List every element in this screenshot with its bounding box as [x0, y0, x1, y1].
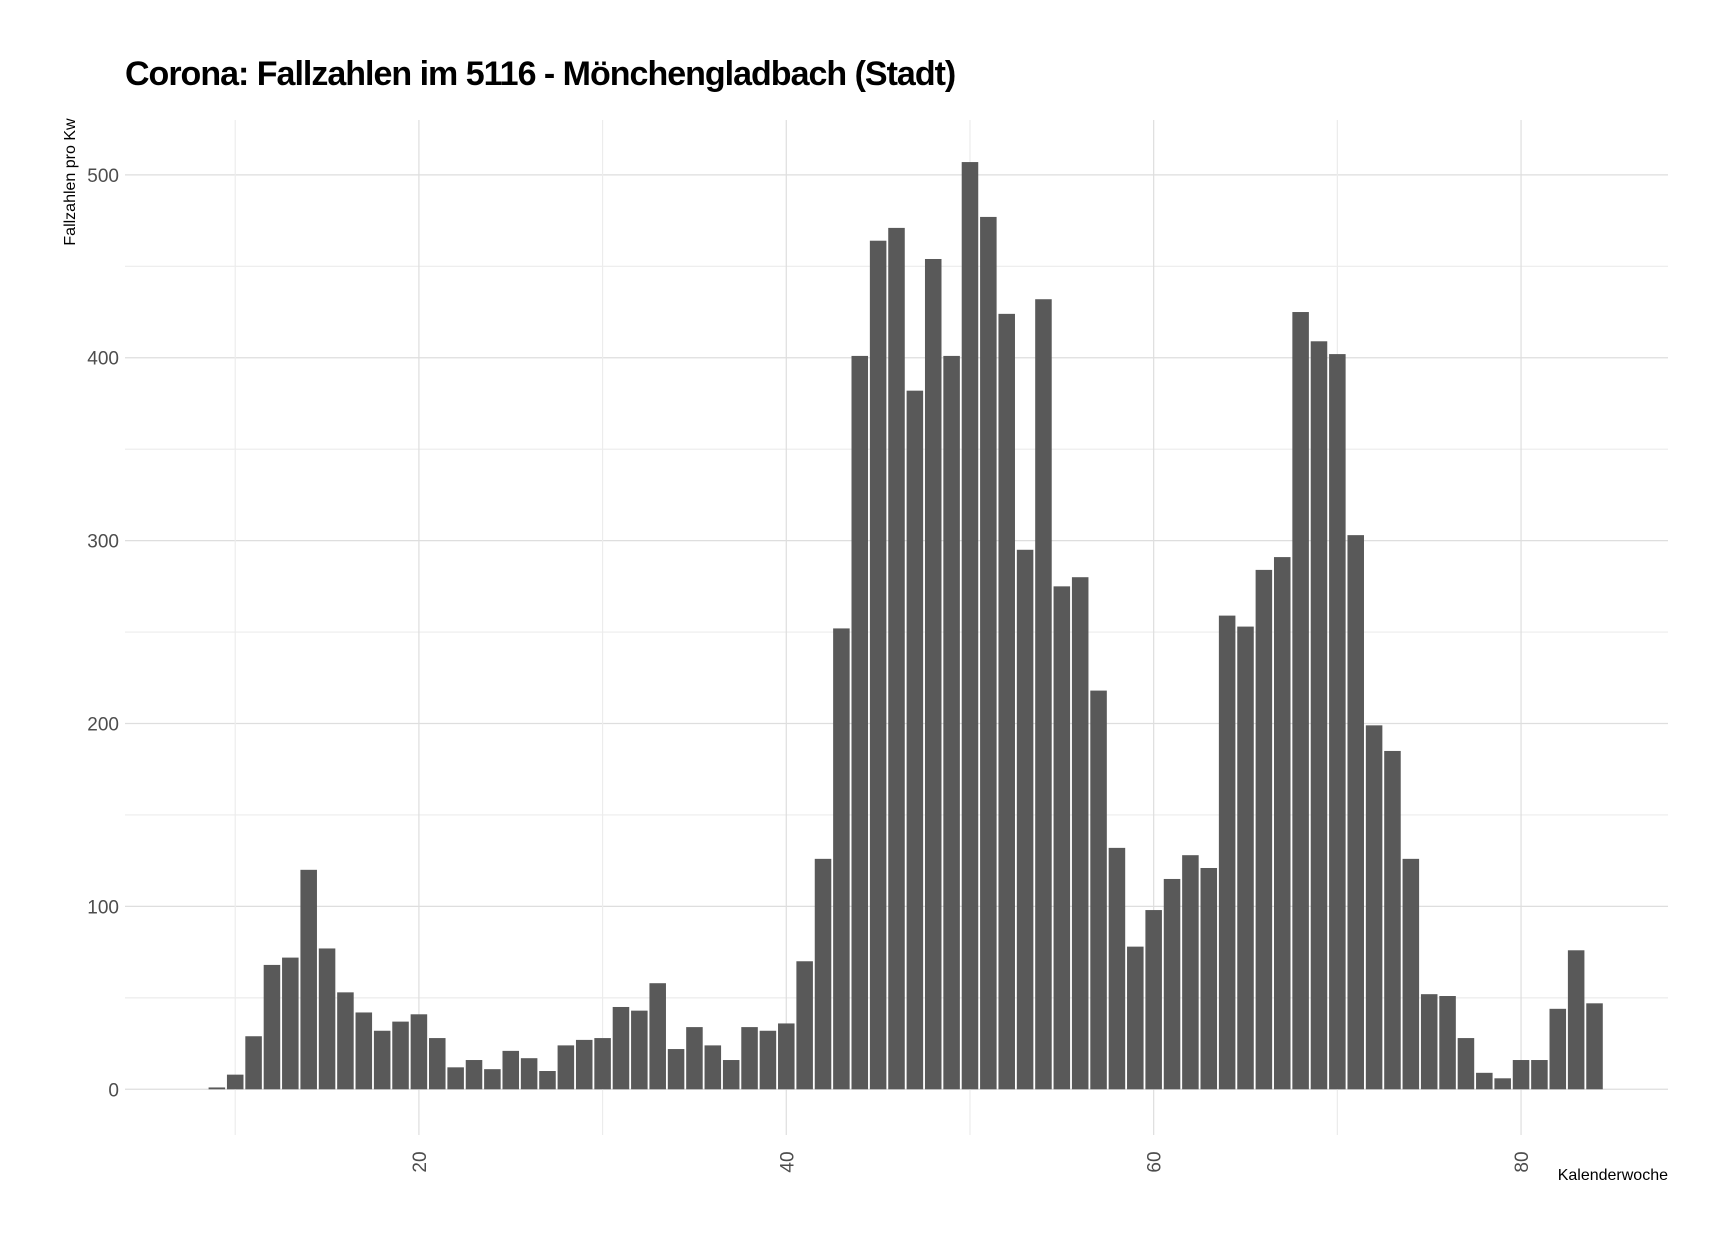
bar-week-32	[631, 1010, 648, 1090]
y-tick-label: 500	[87, 166, 119, 187]
bar-week-55	[1053, 586, 1071, 1090]
bar-week-73	[1384, 750, 1401, 1090]
bars	[208, 162, 1603, 1090]
bar-week-11	[245, 1036, 262, 1090]
bar-week-34	[667, 1049, 685, 1090]
bar-week-48	[924, 258, 942, 1090]
bar-week-63	[1200, 867, 1218, 1090]
bar-week-27	[539, 1070, 556, 1090]
bar-week-83	[1567, 950, 1585, 1090]
bar-week-77	[1457, 1038, 1475, 1090]
bar-week-57	[1090, 690, 1107, 1090]
bar-week-16	[337, 992, 354, 1090]
y-tick-label: 300	[87, 532, 119, 553]
bar-week-72	[1365, 725, 1383, 1090]
bar-week-58	[1108, 847, 1126, 1090]
x-tick-label: 20	[410, 1151, 431, 1172]
bar-week-9	[208, 1087, 226, 1090]
bar-week-39	[759, 1030, 777, 1090]
bar-week-53	[1016, 549, 1034, 1090]
bar-week-82	[1549, 1008, 1567, 1090]
bar-week-74	[1402, 858, 1420, 1090]
bar-week-61	[1163, 878, 1181, 1090]
bar-week-65	[1237, 626, 1254, 1090]
bar-week-26	[520, 1058, 538, 1090]
bar-week-33	[649, 983, 666, 1090]
bar-week-44	[851, 355, 869, 1090]
bar-week-28	[557, 1045, 575, 1090]
bar-week-60	[1145, 910, 1162, 1090]
bar-week-51	[980, 216, 997, 1090]
bar-week-24	[484, 1069, 501, 1090]
y-axis-ticks: 0 100 200 300 400 500	[87, 166, 119, 1101]
bar-week-40	[778, 1023, 795, 1090]
bar-week-19	[392, 1021, 409, 1090]
chart-title: Corona: Fallzahlen im 5116 - Mönchenglad…	[125, 55, 956, 93]
bar-week-41	[796, 961, 813, 1090]
y-axis-title: Fallzahlen pro Kw	[62, 118, 79, 246]
bar-week-35	[686, 1027, 703, 1090]
bar-week-64	[1218, 615, 1236, 1090]
bar-week-69	[1310, 341, 1328, 1090]
bar-week-50	[961, 162, 979, 1090]
x-tick-label: 60	[1145, 1151, 1166, 1172]
bar-week-46	[888, 227, 905, 1090]
bar-week-71	[1347, 535, 1364, 1090]
bar-week-76	[1439, 996, 1456, 1090]
bar-week-23	[465, 1060, 483, 1090]
bar-week-12	[263, 964, 281, 1090]
y-tick-label: 400	[87, 349, 119, 370]
y-tick-label: 0	[108, 1080, 119, 1101]
bar-week-29	[575, 1039, 593, 1090]
bar-week-75	[1420, 994, 1438, 1090]
bar-week-14	[300, 869, 317, 1090]
y-tick-label: 200	[87, 715, 119, 736]
bar-week-79	[1494, 1078, 1511, 1090]
bar-week-42	[814, 858, 832, 1090]
bar-week-17	[355, 1012, 373, 1090]
bar-week-38	[741, 1027, 758, 1090]
bar-week-45	[869, 240, 887, 1090]
bar-week-22	[447, 1067, 464, 1090]
bar-week-21	[429, 1038, 446, 1090]
bar-week-30	[594, 1038, 611, 1090]
bar-week-10	[226, 1074, 244, 1090]
x-tick-label: 80	[1512, 1151, 1533, 1172]
bar-week-67	[1273, 557, 1291, 1090]
bar-week-84	[1586, 1003, 1603, 1090]
bar-week-78	[1476, 1072, 1493, 1090]
x-axis-title: Kalenderwoche	[1558, 1167, 1668, 1184]
bar-week-54	[1035, 299, 1052, 1090]
bar-week-80	[1512, 1060, 1530, 1090]
bar-week-49	[943, 355, 960, 1090]
bar-week-70	[1329, 354, 1346, 1090]
x-tick-label: 40	[777, 1151, 798, 1172]
bar-week-68	[1292, 312, 1309, 1090]
bar-week-25	[502, 1050, 520, 1090]
bar-week-13	[282, 957, 299, 1090]
bar-week-31	[612, 1006, 630, 1090]
bar-week-52	[998, 313, 1015, 1090]
bar-week-56	[1071, 577, 1089, 1090]
bar-week-37	[722, 1060, 740, 1090]
bar-week-66	[1255, 569, 1273, 1090]
bar-week-59	[1127, 946, 1144, 1090]
bar-week-15	[318, 948, 336, 1090]
y-tick-label: 100	[87, 897, 119, 918]
bar-week-20	[410, 1014, 428, 1090]
bar-week-43	[833, 628, 850, 1090]
bar-week-81	[1531, 1060, 1548, 1090]
bar-week-62	[1182, 855, 1199, 1090]
bar-week-47	[906, 390, 924, 1090]
bar-week-36	[704, 1045, 722, 1090]
x-axis-ticks: 20 40 60 80	[410, 1151, 1533, 1172]
bar-week-18	[373, 1030, 391, 1090]
